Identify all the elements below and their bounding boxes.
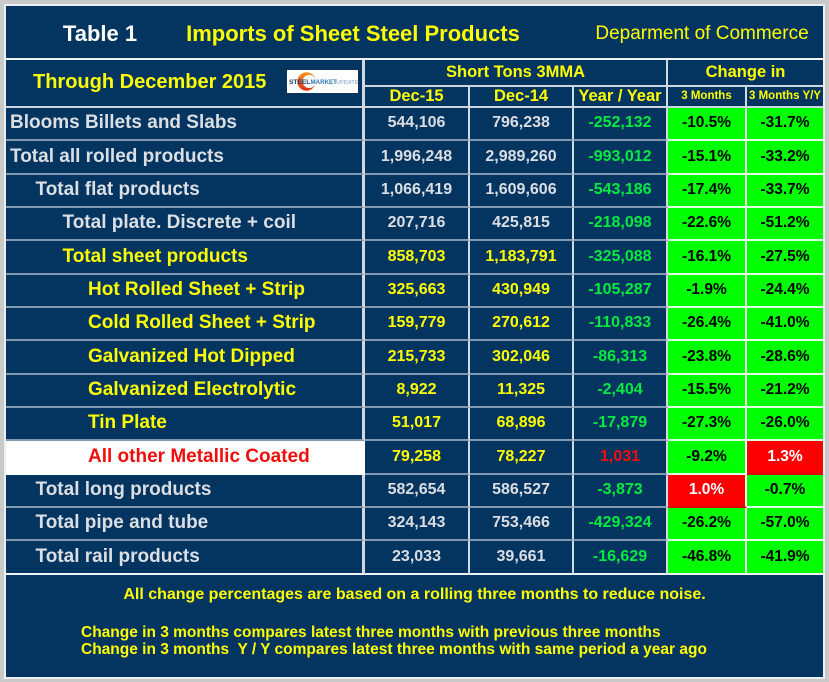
svg-text:MARKET: MARKET [311,79,338,86]
svg-text:UPDATE: UPDATE [336,80,358,86]
svg-text:STEEL: STEEL [289,79,310,86]
